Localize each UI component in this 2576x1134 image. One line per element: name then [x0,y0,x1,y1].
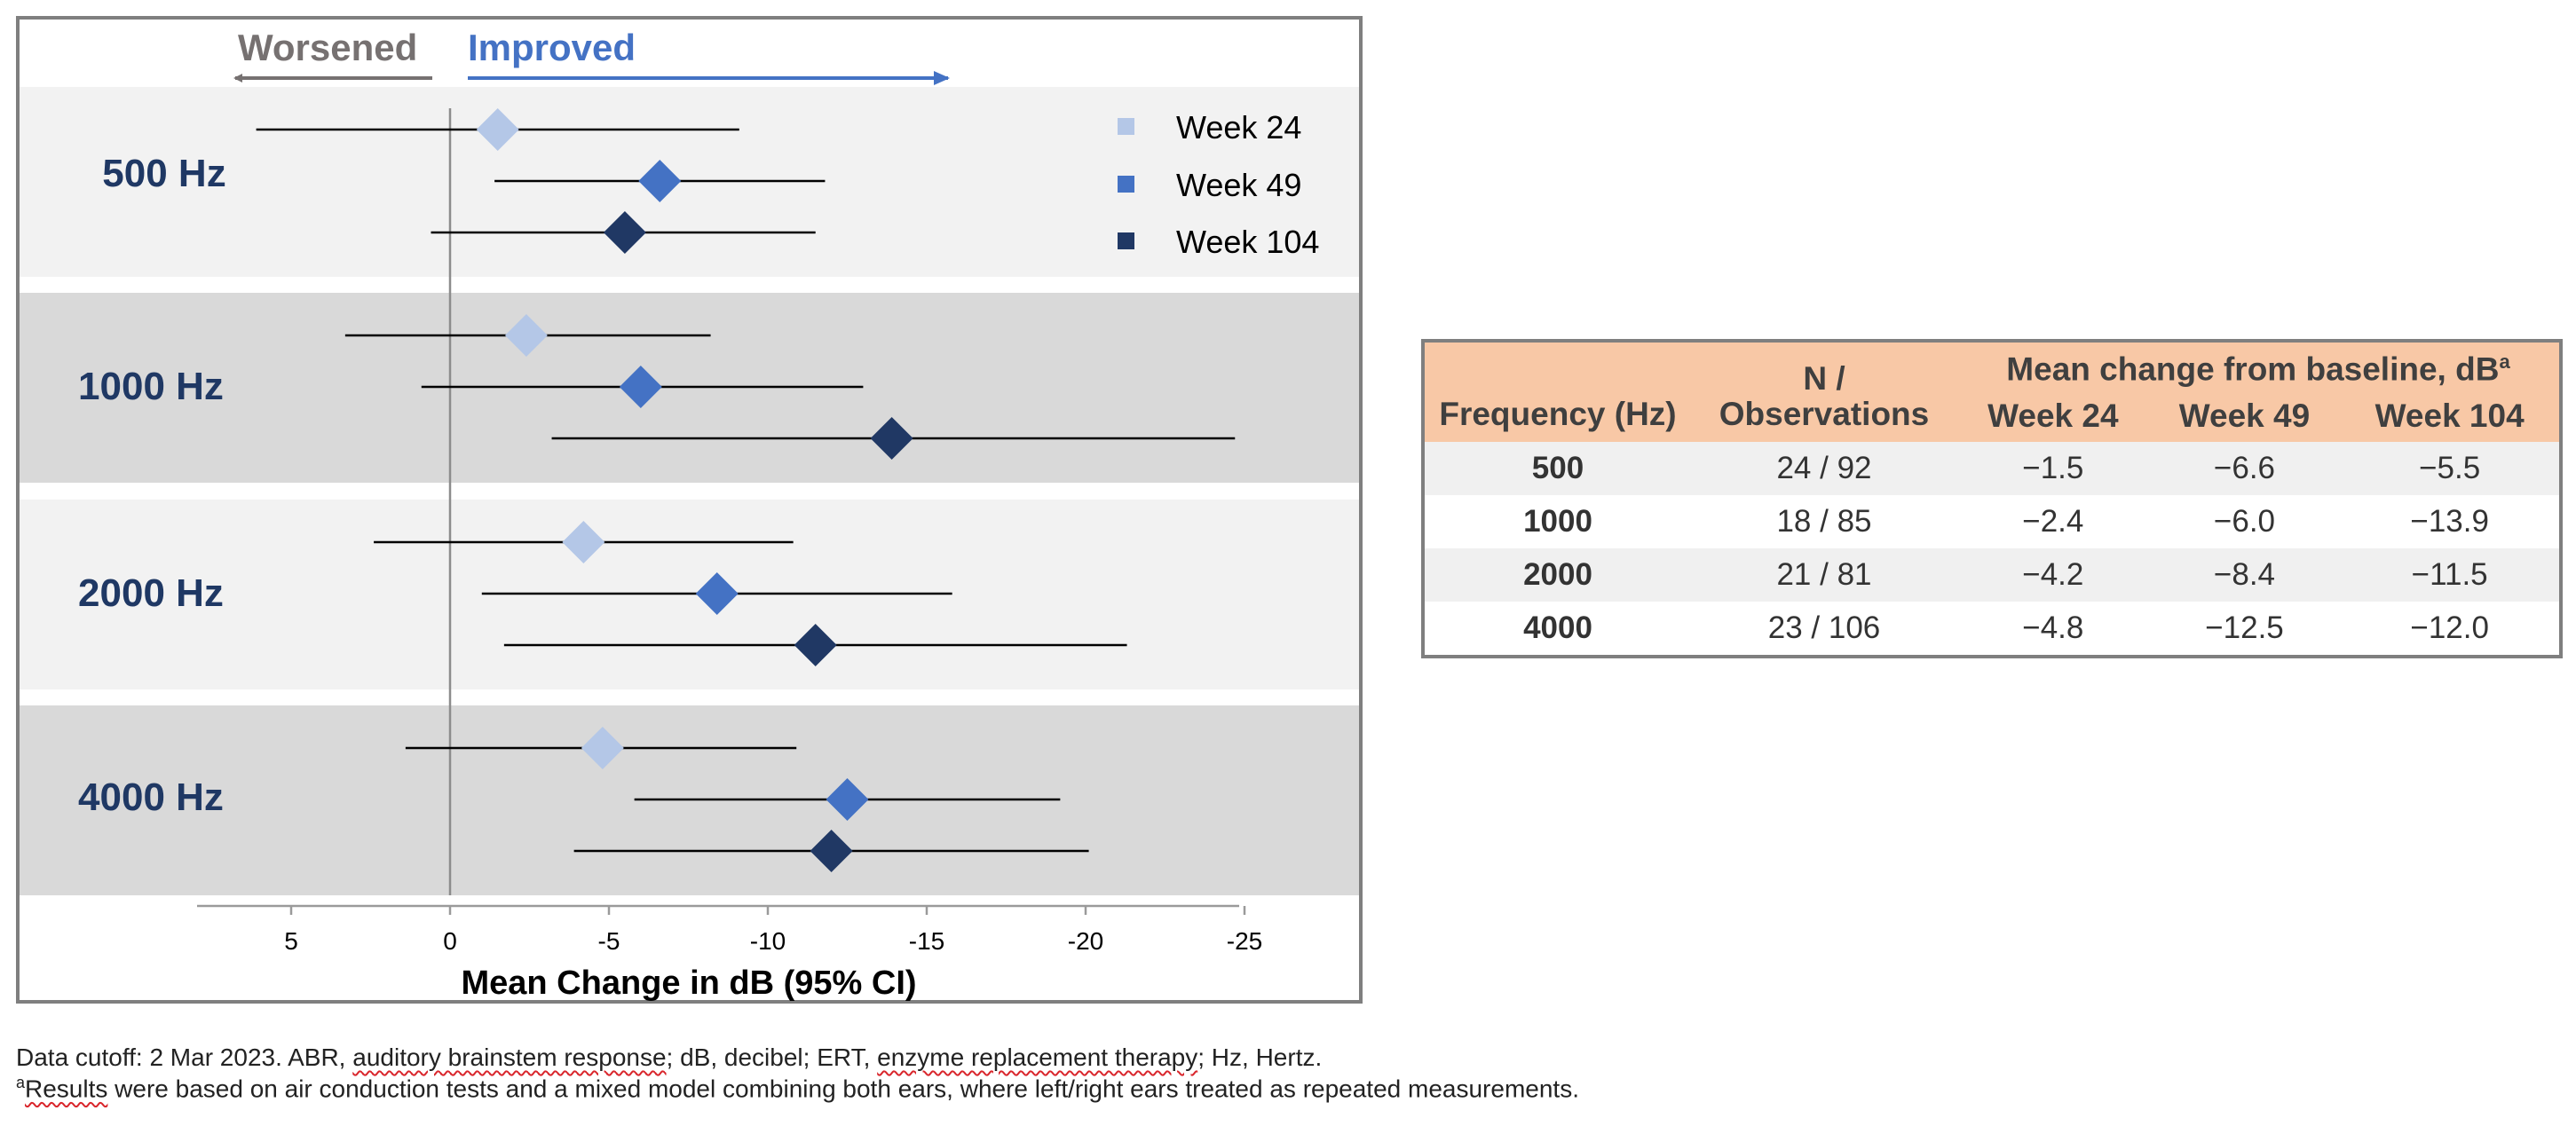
table-row: 1000 18 / 85 −2.4 −6.0 −13.9 [1423,495,2561,548]
legend-swatch-week104 [1118,232,1134,249]
footnote-1-ert: enzyme replacement therapy [877,1043,1198,1071]
footnote-1-abr: auditory brainstem response [352,1043,667,1071]
th-week24: Week 24 [1957,390,2149,442]
mean-marker-week104 [794,624,837,666]
legend-swatch-week49 [1118,176,1134,193]
cell-week104: −5.5 [2340,442,2561,495]
cell-frequency: 4000 [1423,602,1691,657]
mean-marker-week104 [810,830,853,872]
cell-frequency: 500 [1423,442,1691,495]
cell-n: 21 / 81 [1691,548,1957,602]
cell-week24: −2.4 [1957,495,2149,548]
mean-marker-week49 [619,366,662,408]
th-week49: Week 49 [2148,390,2341,442]
cell-n: 18 / 85 [1691,495,1957,548]
group-label-500hz: 500 Hz [102,152,225,195]
x-tick-label: 5 [284,927,298,955]
x-tick-label: -10 [750,927,786,955]
cell-week104: −11.5 [2340,548,2561,602]
table-row: 4000 23 / 106 −4.8 −12.5 −12.0 [1423,602,2561,657]
x-tick-label: -20 [1068,927,1103,955]
group-label-1000hz: 1000 Hz [78,365,224,408]
cell-week49: −8.4 [2148,548,2341,602]
cell-frequency: 2000 [1423,548,1691,602]
cell-week24: −4.8 [1957,602,2149,657]
cell-week49: −12.5 [2148,602,2341,657]
improved-label: Improved [468,27,636,68]
footnote-abbreviations: Data cutoff: 2 Mar 2023. ABR, auditory b… [16,1043,1322,1072]
footnote-methods: aResults were based on air conduction te… [16,1074,1579,1103]
th-mean-change-sup: a [2499,350,2510,374]
th-week104: Week 104 [2340,390,2561,442]
cell-week104: −13.9 [2340,495,2561,548]
footnote-2-results: Results [25,1075,108,1103]
group-label-4000hz: 4000 Hz [78,776,224,819]
mean-marker-week24 [562,521,605,563]
footnote-1-part-a: Data cutoff: 2 Mar 2023. ABR, [16,1043,353,1071]
th-n-line2: Observations [1719,396,1930,433]
mean-marker-week49 [826,778,869,821]
legend-label-week49: Week 49 [1176,167,1301,203]
mean-marker-week104 [870,417,913,460]
mean-marker-week49 [695,572,739,615]
footnote-2-sup: a [16,1074,26,1091]
mean-marker-week104 [603,211,646,254]
th-n-observations: N / Observations [1691,341,1957,442]
group-label-2000hz: 2000 Hz [78,571,224,615]
th-frequency: Frequency (Hz) [1423,341,1691,442]
th-mean-change-text: Mean change from baseline, dB [2006,350,2500,388]
legend-swatch-week24 [1118,118,1134,135]
legend-label-week104: Week 104 [1176,224,1319,260]
cell-week49: −6.6 [2148,442,2341,495]
cell-frequency: 1000 [1423,495,1691,548]
x-tick-label: 0 [443,927,457,955]
th-mean-change: Mean change from baseline, dBa [1957,341,2561,390]
cell-week49: −6.0 [2148,495,2341,548]
cell-week24: −1.5 [1957,442,2149,495]
footnote-1-part-b: ; dB, decibel; ERT, [666,1043,878,1071]
table-row: 500 24 / 92 −1.5 −6.6 −5.5 [1423,442,2561,495]
mean-marker-week24 [476,108,519,151]
x-axis-title: Mean Change in dB (95% CI) [461,965,916,1002]
cell-week24: −4.2 [1957,548,2149,602]
cell-n: 23 / 106 [1691,602,1957,657]
th-n-line1: N / [1803,359,1845,397]
cell-n: 24 / 92 [1691,442,1957,495]
results-table: Frequency (Hz) N / Observations Mean cha… [1421,339,2563,658]
cell-week104: −12.0 [2340,602,2561,657]
x-tick-label: -5 [598,927,620,955]
legend-label-week24: Week 24 [1176,109,1301,146]
mean-marker-week24 [504,314,548,357]
footnote-2-rest: were based on air conduction tests and a… [107,1075,1579,1103]
x-tick-label: -15 [909,927,944,955]
mean-marker-week49 [638,160,682,202]
x-tick-label: -25 [1227,927,1262,955]
footnote-1-part-c: ; Hz, Hertz. [1197,1043,1323,1071]
mean-marker-week24 [581,727,624,769]
table-row: 2000 21 / 81 −4.2 −8.4 −11.5 [1423,548,2561,602]
worsened-label: Worsened [238,27,417,68]
